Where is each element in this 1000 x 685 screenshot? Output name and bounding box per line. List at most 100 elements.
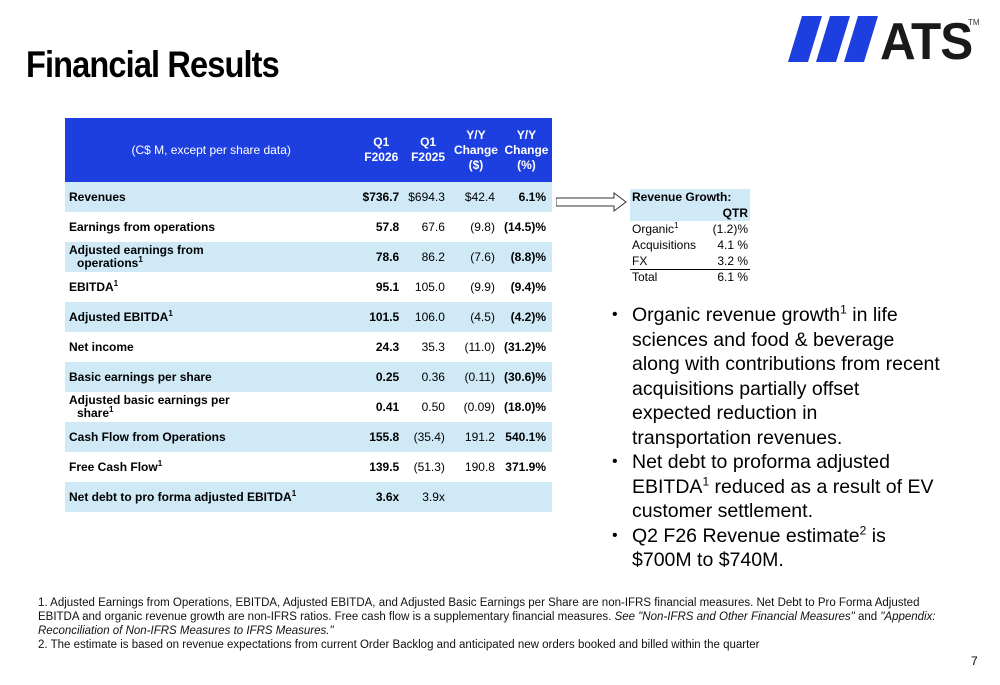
cell-change-pct: (9.4)% [510, 280, 546, 294]
header-label: (C$ M, except per share data) [65, 118, 358, 182]
arrow-right-icon [556, 192, 627, 212]
row-label: Adjusted basic earnings per share1 [69, 393, 230, 420]
cell-q1-f2026: 95.1 [375, 280, 400, 294]
cell-q1-f2025: $694.3 [405, 182, 451, 212]
footnote-1: 1. Adjusted Earnings from Operations, EB… [38, 597, 936, 637]
financial-results-table: (C$ M, except per share data) Q1 F2026 Q1… [65, 118, 552, 512]
cell-change-dollar: 190.8 [464, 460, 495, 474]
cell-change-dollar: 191.2 [450, 422, 501, 452]
table-row: Free Cash Flow1 139.5 (51.3) 190.8 371.9… [65, 452, 552, 482]
cell-q1-f2025: (35.4) [405, 422, 451, 452]
table-row: EBITDA1 95.1 105.0 (9.9) (9.4)% [65, 272, 552, 302]
highlights-list: Organic revenue growth1 in life sciences… [610, 303, 940, 573]
row-label: EBITDA1 [69, 278, 119, 294]
row-label: Adjusted EBITDA1 [65, 302, 358, 332]
cell-q1-f2025: 3.9x [405, 482, 451, 512]
list-item: Organic1 (1.2)% [630, 221, 750, 237]
cell-change-pct: (18.0)% [503, 400, 546, 414]
cell-change-dollar: (0.09) [463, 400, 495, 414]
ats-logo: ATS TM [788, 13, 980, 71]
cell-q1-f2025: 86.2 [405, 242, 451, 272]
list-item: Acquisitions 4.1 % [630, 237, 750, 253]
growth-qtr-label: QTR [630, 205, 750, 221]
cell-change-pct: 371.9% [505, 460, 546, 474]
cell-change-pct: 540.1% [500, 422, 552, 452]
table-row: Adjusted EBITDA1 101.5 106.0 (4.5) (4.2)… [65, 302, 552, 332]
header-yy-change-dollar: Y/Y Change ($) [450, 118, 501, 182]
logo-bars-icon [788, 16, 878, 62]
growth-title: Revenue Growth: [630, 189, 750, 205]
cell-q1-f2026: 0.25 [357, 362, 406, 392]
cell-change-dollar: (9.8) [470, 220, 495, 234]
cell-q1-f2025: (51.3) [413, 460, 445, 474]
cell-change-dollar: (4.5) [450, 302, 501, 332]
row-label: Net debt to pro forma adjusted EBITDA1 [65, 482, 358, 512]
growth-label: Acquisitions [632, 238, 697, 252]
bullet-q2-estimate: Q2 F26 Revenue estimate2 is $700M to $74… [610, 524, 940, 573]
revenue-growth-table: Revenue Growth: QTR Organic1 (1.2)% Acqu… [630, 189, 750, 285]
cell-q1-f2025: 0.36 [405, 362, 451, 392]
cell-change-dollar: (7.6) [450, 242, 501, 272]
table-row: Adjusted earnings from operations1 78.6 8… [65, 242, 552, 272]
cell-change-pct: (8.8)% [500, 242, 552, 272]
cell-q1-f2026: 139.5 [369, 460, 400, 474]
table-row: Net debt to pro forma adjusted EBITDA1 3… [65, 482, 552, 512]
page-title: Financial Results [26, 44, 280, 85]
cell-q1-f2026: 155.8 [357, 422, 406, 452]
cell-q1-f2026: 3.6x [357, 482, 406, 512]
table-header-row: (C$ M, except per share data) Q1 F2026 Q1… [65, 118, 552, 182]
row-label: Basic earnings per share [65, 362, 358, 392]
table-row: Net income 24.3 35.3 (11.0) (31.2)% [65, 332, 552, 362]
logo-trademark: TM [968, 18, 980, 27]
cell-q1-f2026: 24.3 [375, 340, 400, 354]
cell-q1-f2025: 106.0 [405, 302, 451, 332]
cell-change-pct: (14.5)% [503, 220, 546, 234]
cell-change-pct [500, 482, 552, 512]
row-label: Adjusted earnings from operations1 [65, 242, 358, 272]
cell-q1-f2026: 101.5 [357, 302, 406, 332]
cell-change-pct: 6.1% [500, 182, 552, 212]
bullet-net-debt: Net debt to proforma adjusted EBITDA1 re… [610, 450, 940, 524]
cell-change-pct: (31.2)% [503, 340, 546, 354]
row-label: Cash Flow from Operations [65, 422, 358, 452]
table-row: Adjusted basic earnings per share1 0.41 0… [65, 392, 552, 422]
cell-change-pct: (4.2)% [500, 302, 552, 332]
row-label: Earnings from operations [69, 219, 216, 234]
table-row: Revenues $736.7 $694.3 $42.4 6.1% [65, 182, 552, 212]
growth-value: (1.2)% [712, 222, 748, 236]
bullet-organic-growth: Organic revenue growth1 in life sciences… [610, 303, 940, 450]
list-item: Total 6.1 % [630, 268, 750, 285]
footnote-2: 2. The estimate is based on revenue expe… [38, 639, 760, 651]
cell-q1-f2025: 35.3 [421, 340, 445, 354]
growth-value: 3.2 % [717, 253, 748, 268]
table-row: Cash Flow from Operations 155.8 (35.4) 1… [65, 422, 552, 452]
logo-text: ATS [880, 13, 973, 71]
cell-q1-f2025: 105.0 [414, 280, 445, 294]
list-item: FX 3.2 % [630, 253, 750, 269]
growth-value: 4.1 % [717, 238, 748, 252]
header-q1-f2025: Q1 F2025 [405, 118, 451, 182]
cell-change-dollar: $42.4 [450, 182, 501, 212]
cell-change-dollar: (9.9) [470, 280, 495, 294]
header-q1-f2026: Q1 F2026 [357, 118, 406, 182]
cell-change-dollar [450, 482, 501, 512]
cell-q1-f2025: 0.50 [421, 400, 445, 414]
page-number: 7 [971, 654, 978, 668]
table-row: Earnings from operations 57.8 67.6 (9.8)… [65, 212, 552, 242]
growth-label: Organic1 [632, 221, 679, 237]
cell-change-dollar: (11.0) [464, 340, 495, 354]
cell-change-pct: (30.6)% [500, 362, 552, 392]
cell-change-dollar: (0.11) [450, 362, 501, 392]
growth-label: Total [630, 268, 707, 285]
cell-q1-f2026: $736.7 [357, 182, 406, 212]
growth-label: FX [632, 253, 648, 268]
table-row: Basic earnings per share 0.25 0.36 (0.11… [65, 362, 552, 392]
row-label: Revenues [65, 182, 358, 212]
cell-q1-f2025: 67.6 [421, 220, 445, 234]
cell-q1-f2026: 78.6 [357, 242, 406, 272]
header-yy-change-pct: Y/Y Change (%) [500, 118, 552, 182]
growth-title-row: Revenue Growth: [630, 189, 750, 205]
cell-q1-f2026: 57.8 [375, 220, 400, 234]
row-label: Net income [69, 339, 134, 354]
cell-q1-f2026: 0.41 [375, 400, 400, 414]
